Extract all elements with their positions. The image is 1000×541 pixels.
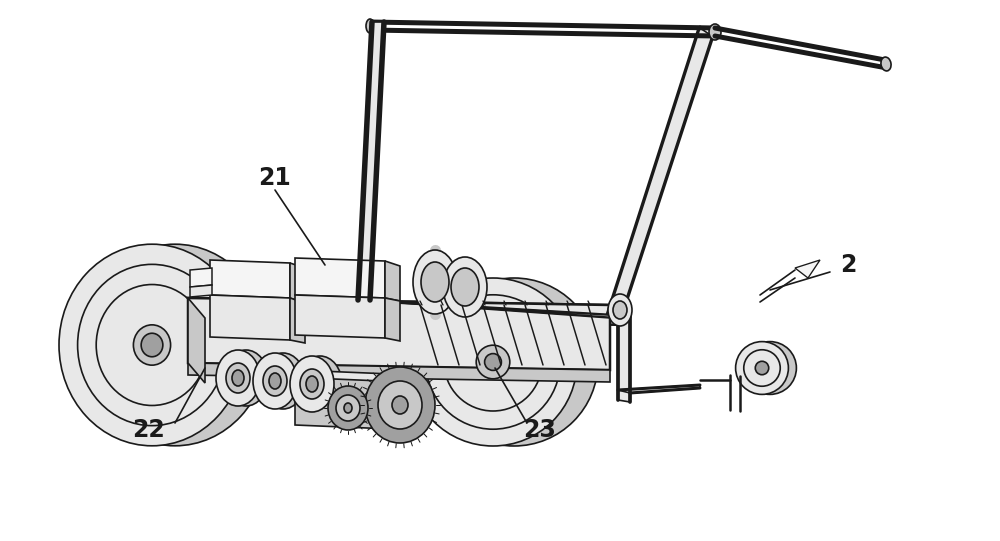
- Ellipse shape: [426, 295, 560, 429]
- Ellipse shape: [336, 395, 360, 421]
- Polygon shape: [188, 298, 205, 383]
- Polygon shape: [188, 298, 630, 325]
- Ellipse shape: [82, 244, 268, 446]
- Polygon shape: [618, 385, 700, 393]
- Polygon shape: [795, 260, 820, 278]
- Ellipse shape: [430, 278, 598, 446]
- Ellipse shape: [608, 294, 632, 326]
- Polygon shape: [618, 310, 630, 402]
- Polygon shape: [358, 300, 620, 318]
- Polygon shape: [190, 285, 212, 297]
- Polygon shape: [290, 298, 305, 343]
- Ellipse shape: [290, 356, 334, 412]
- Ellipse shape: [421, 262, 449, 302]
- Ellipse shape: [132, 298, 218, 392]
- Ellipse shape: [476, 345, 510, 379]
- Ellipse shape: [443, 257, 487, 317]
- Ellipse shape: [133, 325, 171, 365]
- Ellipse shape: [253, 353, 297, 409]
- Ellipse shape: [744, 341, 796, 394]
- Text: 21: 21: [259, 166, 291, 190]
- Ellipse shape: [224, 350, 268, 406]
- Ellipse shape: [263, 366, 287, 396]
- Text: 23: 23: [524, 418, 556, 442]
- Ellipse shape: [451, 268, 479, 306]
- Polygon shape: [608, 28, 712, 318]
- Polygon shape: [295, 375, 415, 430]
- Polygon shape: [190, 268, 212, 287]
- Ellipse shape: [365, 367, 435, 443]
- Ellipse shape: [306, 376, 318, 392]
- Ellipse shape: [736, 341, 788, 394]
- Ellipse shape: [485, 354, 501, 371]
- Ellipse shape: [216, 350, 260, 406]
- Ellipse shape: [269, 373, 281, 389]
- Polygon shape: [295, 370, 430, 383]
- Ellipse shape: [151, 319, 199, 371]
- Polygon shape: [290, 263, 305, 303]
- Polygon shape: [210, 295, 290, 340]
- Polygon shape: [358, 22, 384, 300]
- Ellipse shape: [298, 356, 342, 412]
- Ellipse shape: [755, 361, 769, 375]
- Ellipse shape: [78, 265, 226, 426]
- Polygon shape: [188, 298, 610, 370]
- Ellipse shape: [300, 369, 324, 399]
- Ellipse shape: [366, 19, 374, 33]
- Ellipse shape: [444, 313, 542, 411]
- Polygon shape: [295, 258, 385, 298]
- Ellipse shape: [328, 386, 368, 430]
- Text: 2: 2: [840, 253, 856, 277]
- Polygon shape: [188, 363, 610, 382]
- Ellipse shape: [59, 244, 245, 446]
- Ellipse shape: [709, 24, 721, 40]
- Polygon shape: [385, 261, 400, 301]
- Ellipse shape: [261, 353, 305, 409]
- Polygon shape: [295, 295, 385, 338]
- Ellipse shape: [613, 301, 627, 319]
- Ellipse shape: [409, 278, 577, 446]
- Ellipse shape: [96, 285, 208, 406]
- Ellipse shape: [226, 363, 250, 393]
- Ellipse shape: [744, 350, 780, 386]
- Ellipse shape: [141, 333, 163, 357]
- Ellipse shape: [413, 250, 457, 314]
- Ellipse shape: [344, 403, 352, 413]
- Ellipse shape: [881, 57, 891, 71]
- Text: 22: 22: [132, 418, 164, 442]
- Ellipse shape: [378, 381, 422, 429]
- Polygon shape: [210, 260, 290, 298]
- Ellipse shape: [392, 396, 408, 414]
- Polygon shape: [385, 298, 400, 341]
- Ellipse shape: [232, 370, 244, 386]
